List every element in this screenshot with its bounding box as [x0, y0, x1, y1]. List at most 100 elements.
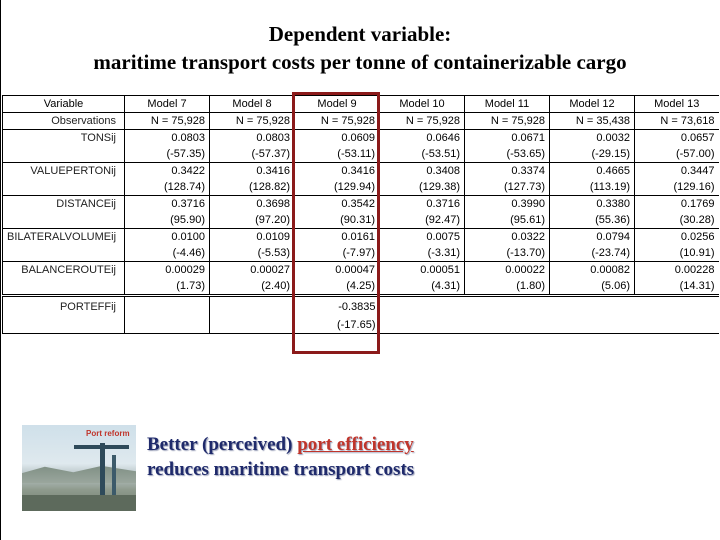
column-header-model-9: Model 9	[294, 95, 380, 113]
table-row: (95.90) (97.20) (90.31) (92.47) (95.61) …	[2, 212, 719, 229]
table-cell: 0.0794	[549, 228, 635, 245]
table-cell: 0.3416	[209, 162, 295, 179]
table-cell: 0.1769	[634, 195, 719, 212]
table-cell: (5.06)	[549, 278, 635, 296]
table-cell: (1.80)	[464, 278, 550, 296]
message-line-1: Better (perceived) port efficiency	[147, 432, 414, 457]
regression-table: Variable Model 7 Model 8 Model 9 Model 1…	[2, 95, 719, 334]
table-cell: (97.20)	[209, 212, 295, 229]
table-cell: N = 75,928	[209, 112, 295, 130]
table-cell: (129.38)	[379, 179, 465, 196]
table-cell: 0.0803	[124, 129, 210, 146]
table-cell: 0.00029	[124, 261, 210, 278]
table-cell: (-57.00)	[634, 146, 719, 163]
table-cell: (128.82)	[209, 179, 295, 196]
column-header-variable: Variable	[2, 95, 125, 113]
slide-title: Dependent variable: maritime transport c…	[0, 20, 720, 76]
table-row: BALANCEROUTEij 0.00029 0.00027 0.00047 0…	[2, 261, 719, 278]
table-row: VALUEPERTONij 0.3422 0.3416 0.3416 0.340…	[2, 162, 719, 179]
table-cell: (-57.37)	[209, 146, 295, 163]
table-row: BILATERALVOLUMEij 0.0100 0.0109 0.0161 0…	[2, 228, 719, 245]
table-cell: 0.3698	[209, 195, 295, 212]
table-cell: 0.4665	[549, 162, 635, 179]
table-cell: 0.0646	[379, 129, 465, 146]
column-header-model-11: Model 11	[464, 95, 550, 113]
table-cell: (1.73)	[124, 278, 210, 296]
message-highlight: port efficiency	[297, 434, 414, 455]
table-cell: (55.36)	[549, 212, 635, 229]
row-label: BALANCEROUTEij	[2, 261, 125, 278]
table-cell: 0.0657	[634, 129, 719, 146]
table-cell: 0.00027	[209, 261, 295, 278]
table-cell: (30.28)	[634, 212, 719, 229]
left-rule	[0, 0, 1, 540]
column-header-model-12: Model 12	[549, 95, 635, 113]
table-cell: 0.00022	[464, 261, 550, 278]
table-cell: 0.3374	[464, 162, 550, 179]
table-row: PORTEFFij -0.3835	[2, 294, 719, 317]
table-cell: (-17.65)	[294, 317, 380, 334]
table-row: (128.74) (128.82) (129.94) (129.38) (127…	[2, 179, 719, 196]
table-cell: 0.0322	[464, 228, 550, 245]
table-row: TONSij 0.0803 0.0803 0.0609 0.0646 0.067…	[2, 129, 719, 146]
crane-leg-shape	[112, 455, 116, 501]
column-header-model-7: Model 7	[124, 95, 210, 113]
table-cell: (2.40)	[209, 278, 295, 296]
title-line-1: Dependent variable:	[268, 22, 452, 46]
row-label: VALUEPERTONij	[2, 162, 125, 179]
crane-tower-shape	[100, 443, 105, 501]
table-cell: (95.90)	[124, 212, 210, 229]
table-cell: 0.00228	[634, 261, 719, 278]
table-cell: (128.74)	[124, 179, 210, 196]
table-cell: N = 73,618	[634, 112, 719, 130]
table-cell: (90.31)	[294, 212, 380, 229]
message-line-2: reduces maritime transport costs	[147, 459, 415, 480]
table-cell: 0.3416	[294, 162, 380, 179]
observations-row: Observations N = 75,928 N = 75,928 N = 7…	[2, 112, 719, 130]
header-row: Variable Model 7 Model 8 Model 9 Model 1…	[2, 95, 719, 113]
row-label: TONSij	[2, 129, 125, 146]
column-header-model-8: Model 8	[209, 95, 295, 113]
table-cell: (127.73)	[464, 179, 550, 196]
table-cell: 0.0803	[209, 129, 295, 146]
table-cell: 0.0256	[634, 228, 719, 245]
message-text: Better (perceived)	[147, 434, 298, 455]
table-cell: 0.3447	[634, 162, 719, 179]
table-cell: 0.0032	[549, 129, 635, 146]
table-row: (-57.35) (-57.37) (-53.11) (-53.51) (-53…	[2, 146, 719, 163]
table-cell: 0.3716	[379, 195, 465, 212]
table-cell: (4.31)	[379, 278, 465, 296]
dock-shape	[22, 495, 136, 511]
table-cell: (-53.11)	[294, 146, 380, 163]
table-row: DISTANCEij 0.3716 0.3698 0.3542 0.3716 0…	[2, 195, 719, 212]
table-cell: (-4.46)	[124, 245, 210, 262]
table-row: (-4.46) (-5.53) (-7.97) (-3.31) (-13.70)…	[2, 245, 719, 262]
table-cell: 0.0109	[209, 228, 295, 245]
table-cell: (14.31)	[634, 278, 719, 296]
table-cell: (92.47)	[379, 212, 465, 229]
table-cell: (129.94)	[294, 179, 380, 196]
table-cell: (-53.65)	[464, 146, 550, 163]
model-9-highlight-box	[292, 92, 380, 354]
table-cell: (-7.97)	[294, 245, 380, 262]
hills-shape	[22, 465, 136, 483]
key-message: Better (perceived) port efficiency reduc…	[147, 432, 414, 482]
table-cell: N = 75,928	[379, 112, 465, 130]
table-cell: 0.0100	[124, 228, 210, 245]
table-row: (-17.65)	[2, 317, 719, 334]
table-cell: 0.3990	[464, 195, 550, 212]
table-cell: 0.0161	[294, 228, 380, 245]
table-cell: 0.0671	[464, 129, 550, 146]
table-cell: (95.61)	[464, 212, 550, 229]
table-cell: 0.0075	[379, 228, 465, 245]
table-cell: N = 75,928	[294, 112, 380, 130]
table-cell: 0.3380	[549, 195, 635, 212]
table-cell: 0.3542	[294, 195, 380, 212]
table-cell: 0.3408	[379, 162, 465, 179]
table-cell: N = 75,928	[464, 112, 550, 130]
row-label: PORTEFFij	[2, 294, 125, 317]
table-cell: (-5.53)	[209, 245, 295, 262]
table-cell: (-23.74)	[549, 245, 635, 262]
table-cell: -0.3835	[294, 294, 380, 317]
row-label: Observations	[2, 112, 125, 130]
